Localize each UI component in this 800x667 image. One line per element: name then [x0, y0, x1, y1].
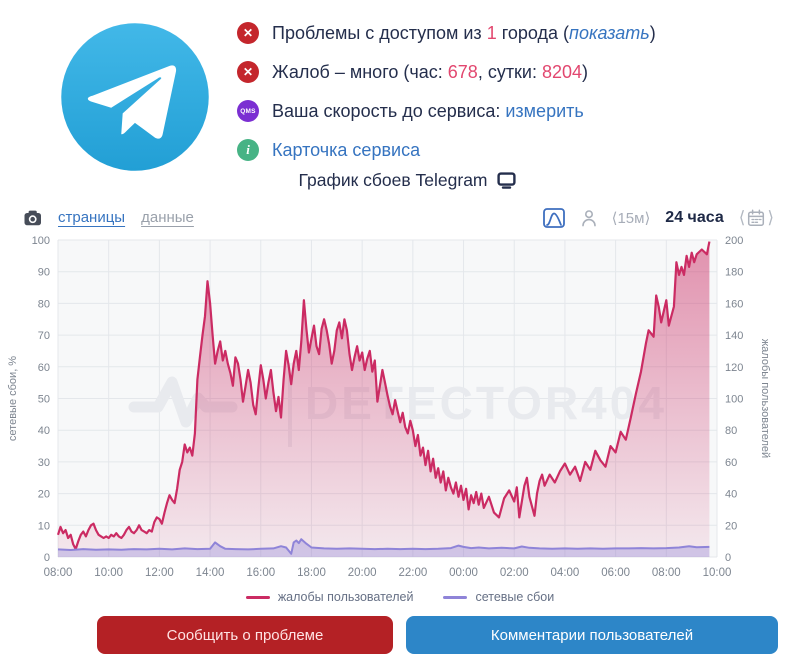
- status-row-complaints: ✕ Жалоб – много (час: 678, сутки: 8204): [237, 57, 656, 87]
- city-count: 1: [486, 22, 497, 43]
- svg-text:22:00: 22:00: [398, 567, 427, 579]
- status-list: ✕ Проблемы с доступом из 1 города (показ…: [237, 18, 656, 174]
- svg-text:06:00: 06:00: [601, 567, 630, 579]
- status-text-part: Ваша скорость до сервиса:: [272, 100, 506, 121]
- status-row-card: i Карточка сервиса: [237, 135, 656, 165]
- svg-text:50: 50: [38, 394, 50, 406]
- svg-text:40: 40: [725, 489, 737, 501]
- svg-text:140: 140: [725, 330, 743, 342]
- svg-text:02:00: 02:00: [500, 567, 529, 579]
- toolbar-controls: ⟨15м⟩ 24 часа ⟨ ⟩: [542, 207, 774, 229]
- svg-text:200: 200: [725, 235, 743, 247]
- svg-text:80: 80: [38, 298, 50, 310]
- page-title: График сбоев Telegram: [298, 170, 488, 190]
- svg-text:00:00: 00:00: [449, 567, 478, 579]
- svg-text:14:00: 14:00: [196, 567, 225, 579]
- status-text-part: города (: [496, 22, 570, 43]
- legend-item-complaints: жалобы пользователей: [245, 590, 414, 604]
- svg-text:100: 100: [725, 394, 743, 406]
- legend-label: сетевые сбои: [475, 590, 555, 604]
- svg-text:10: 10: [38, 520, 50, 532]
- status-text-part: ): [582, 61, 589, 82]
- user-icon[interactable]: [581, 209, 597, 227]
- service-header: ✕ Проблемы с доступом из 1 города (показ…: [0, 0, 800, 200]
- date-picker[interactable]: ⟨ ⟩: [738, 208, 774, 227]
- svg-text:60: 60: [38, 362, 50, 374]
- time-range-label[interactable]: 24 часа: [665, 208, 724, 226]
- svg-text:10:00: 10:00: [94, 567, 123, 579]
- svg-text:40: 40: [38, 425, 50, 437]
- network-swatch: [443, 595, 468, 599]
- calendar-icon: [747, 208, 765, 227]
- svg-text:80: 80: [725, 425, 737, 437]
- svg-text:100: 100: [32, 235, 50, 247]
- interval-selector[interactable]: ⟨15м⟩: [611, 209, 651, 227]
- error-icon: ✕: [237, 22, 259, 44]
- outage-chart[interactable]: DETECTOR40401020304050607080901000204060…: [0, 235, 800, 585]
- status-row-speed: QMS Ваша скорость до сервиса: измерить: [237, 96, 656, 126]
- camera-icon[interactable]: [24, 210, 42, 226]
- chart-legend: жалобы пользователей сетевые сбои: [0, 586, 800, 608]
- status-text: Ваша скорость до сервиса: измерить: [272, 101, 584, 122]
- report-problem-button[interactable]: Сообщить о проблеме: [97, 616, 393, 654]
- svg-text:08:00: 08:00: [652, 567, 681, 579]
- status-text-part: , сутки:: [477, 61, 542, 82]
- status-text: Проблемы с доступом из 1 города (показат…: [272, 23, 656, 44]
- measure-link[interactable]: измерить: [505, 100, 584, 121]
- svg-text:08:00: 08:00: [44, 567, 73, 579]
- user-comments-button[interactable]: Комментарии пользователей: [406, 616, 778, 654]
- service-card-link[interactable]: Карточка сервиса: [272, 139, 421, 160]
- complaints-hour: 678: [447, 61, 478, 82]
- chart-toolbar: страницы данные ⟨15м⟩ 24 часа ⟨: [0, 200, 800, 235]
- svg-text:60: 60: [725, 457, 737, 469]
- complaints-day: 8204: [542, 61, 583, 82]
- svg-text:70: 70: [38, 330, 50, 342]
- svg-text:160: 160: [725, 298, 743, 310]
- angle-right: ⟩: [767, 208, 774, 227]
- svg-text:120: 120: [725, 362, 743, 374]
- svg-text:16:00: 16:00: [246, 567, 275, 579]
- telegram-logo: [60, 22, 210, 172]
- toolbar-tabs: страницы данные: [24, 209, 194, 226]
- action-buttons: Сообщить о проблеме Комментарии пользова…: [97, 616, 778, 654]
- svg-text:20:00: 20:00: [348, 567, 377, 579]
- status-row-access: ✕ Проблемы с доступом из 1 города (показ…: [237, 18, 656, 48]
- complaints-swatch: [245, 595, 270, 599]
- status-text-part: ): [649, 22, 656, 43]
- show-link[interactable]: показать: [569, 22, 650, 43]
- svg-text:жалобы пользователей: жалобы пользователей: [759, 339, 771, 458]
- error-icon: ✕: [237, 61, 259, 83]
- svg-text:0: 0: [44, 552, 50, 564]
- status-text-part: Проблемы с доступом из: [272, 22, 487, 43]
- monitor-icon: [496, 172, 516, 189]
- distribution-chart-icon[interactable]: [542, 207, 566, 229]
- tab-pages[interactable]: страницы: [58, 209, 126, 226]
- chart-title-row: График сбоев Telegram: [237, 170, 577, 191]
- speed-test-icon: QMS: [237, 100, 259, 122]
- legend-item-network: сетевые сбои: [443, 590, 554, 604]
- svg-text:20: 20: [38, 489, 50, 501]
- status-text-part: Жалоб – много (час:: [272, 61, 448, 82]
- tab-data[interactable]: данные: [141, 209, 194, 226]
- svg-text:12:00: 12:00: [145, 567, 174, 579]
- info-icon: i: [237, 139, 259, 161]
- svg-text:0: 0: [725, 552, 731, 564]
- status-text: Жалоб – много (час: 678, сутки: 8204): [272, 62, 588, 83]
- svg-text:30: 30: [38, 457, 50, 469]
- legend-label: жалобы пользователей: [277, 590, 414, 604]
- svg-text:90: 90: [38, 267, 50, 279]
- svg-text:04:00: 04:00: [551, 567, 580, 579]
- svg-text:сетевые сбои, %: сетевые сбои, %: [7, 356, 19, 441]
- svg-text:18:00: 18:00: [297, 567, 326, 579]
- svg-text:180: 180: [725, 267, 743, 279]
- svg-text:20: 20: [725, 520, 737, 532]
- svg-text:10:00: 10:00: [703, 567, 732, 579]
- angle-left: ⟨: [738, 208, 746, 227]
